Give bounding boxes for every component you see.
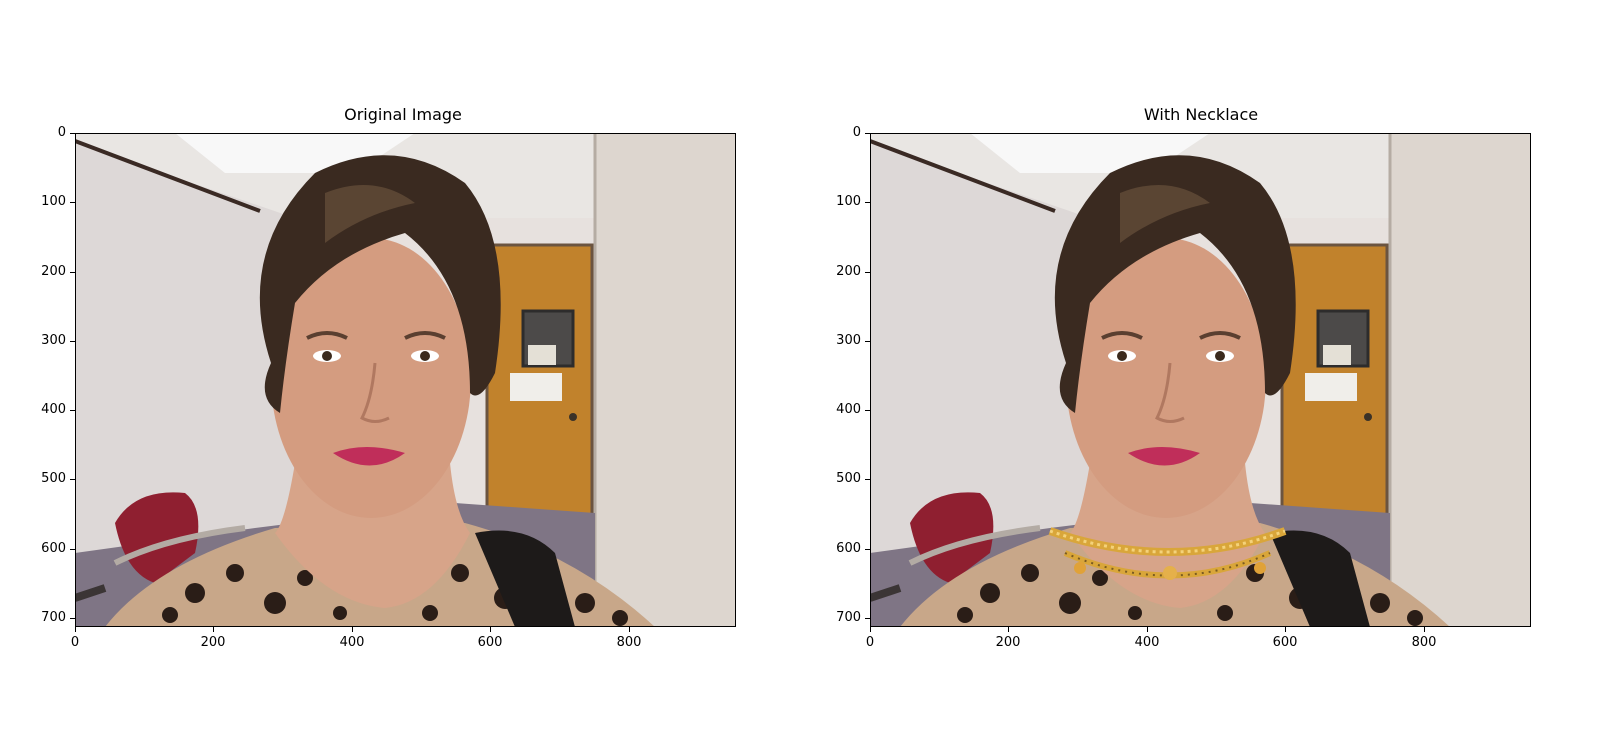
x-tick-label: 800 — [616, 635, 642, 650]
y-tick-label: 200 — [836, 264, 861, 279]
x-tick-label: 600 — [477, 635, 503, 650]
y-tick-label: 500 — [41, 471, 66, 486]
x-tick-label: 400 — [1134, 635, 1160, 650]
y-tick-label: 0 — [57, 125, 66, 140]
x-tick-label: 400 — [339, 635, 365, 650]
x-tick-mark — [629, 627, 630, 632]
x-tick-mark — [1147, 627, 1148, 632]
x-tick-mark — [1285, 627, 1286, 632]
necklace-photo-graphic — [870, 133, 1531, 627]
original-photo-graphic — [75, 133, 736, 627]
x-tick-mark — [75, 627, 76, 632]
y-tick-label: 300 — [41, 333, 66, 348]
y-tick-label: 600 — [41, 541, 66, 556]
y-tick-label: 500 — [836, 471, 861, 486]
necklace-overlay — [1048, 527, 1287, 580]
x-tick-mark — [1424, 627, 1425, 632]
y-tick-label: 600 — [836, 541, 861, 556]
original-image — [75, 133, 736, 627]
y-tick-label: 200 — [41, 264, 66, 279]
x-tick-label: 600 — [1272, 635, 1298, 650]
x-tick-mark — [1008, 627, 1009, 632]
y-tick-label: 0 — [852, 125, 861, 140]
y-tick-label: 100 — [836, 194, 861, 209]
y-tick-label: 100 — [41, 194, 66, 209]
y-tick-label: 700 — [836, 610, 861, 625]
x-tick-label: 0 — [865, 635, 875, 650]
x-tick-mark — [490, 627, 491, 632]
y-tick-label: 400 — [836, 402, 861, 417]
y-tick-label: 300 — [836, 333, 861, 348]
x-tick-label: 200 — [200, 635, 226, 650]
x-tick-mark — [870, 627, 871, 632]
panel-title-original: Original Image — [344, 105, 462, 124]
x-tick-label: 0 — [70, 635, 80, 650]
x-tick-mark — [213, 627, 214, 632]
panel-title-with-necklace: With Necklace — [1143, 105, 1259, 124]
y-tick-label: 400 — [41, 402, 66, 417]
x-tick-mark — [352, 627, 353, 632]
y-tick-label: 700 — [41, 610, 66, 625]
x-tick-label: 800 — [1411, 635, 1437, 650]
x-tick-label: 200 — [995, 635, 1021, 650]
necklace-image — [870, 133, 1531, 627]
